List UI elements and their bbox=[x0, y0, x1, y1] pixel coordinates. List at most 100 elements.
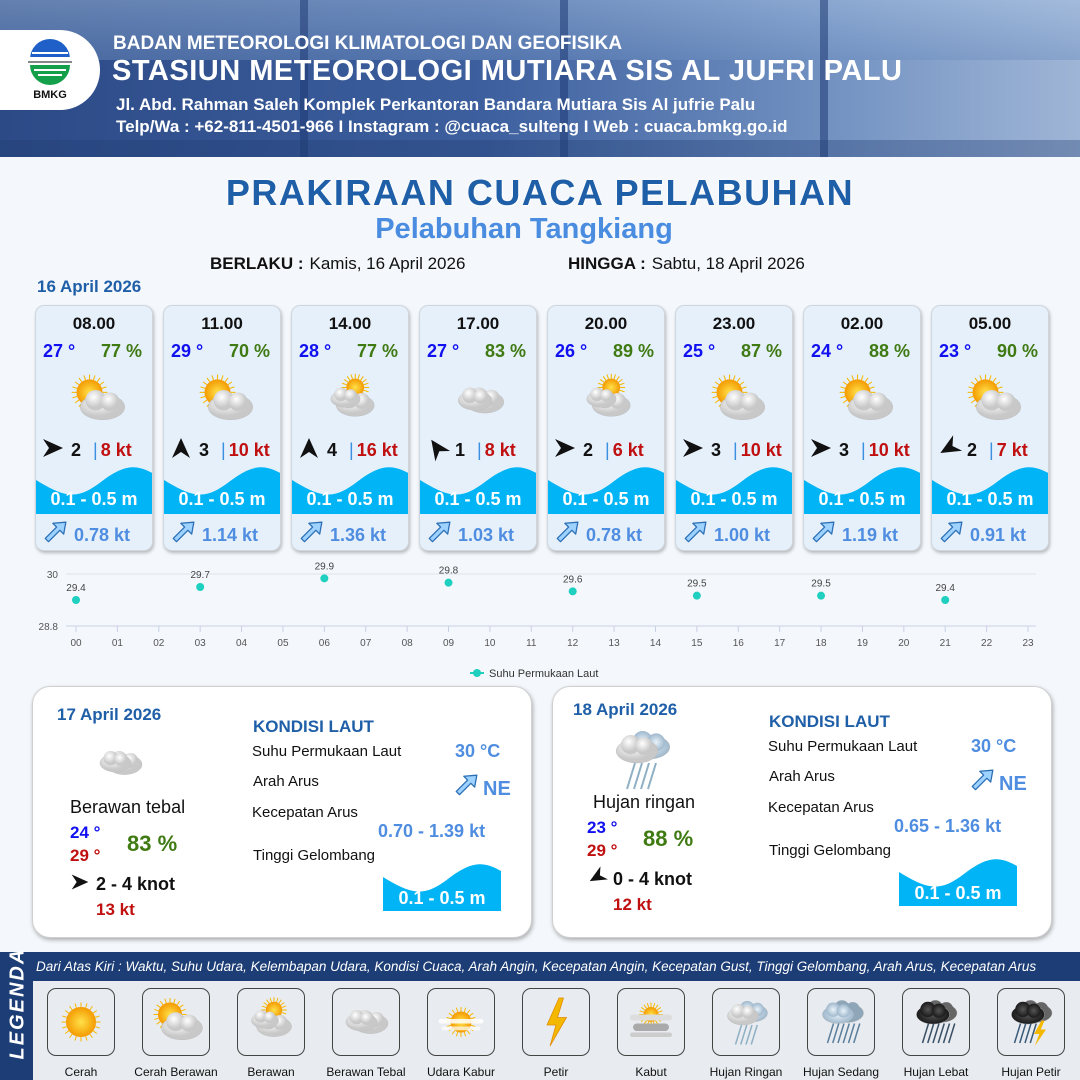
data-point bbox=[196, 583, 205, 591]
wind-speed-range: 0 - 4 knot bbox=[613, 869, 693, 889]
x-tick-label: 15 bbox=[691, 638, 703, 649]
air-temperature: 27 ° bbox=[427, 341, 460, 361]
wind-direction-icon bbox=[169, 436, 193, 465]
berawan-tebal-icon bbox=[444, 368, 516, 433]
petir-icon bbox=[522, 988, 590, 1056]
min-temperature: 24 ° bbox=[70, 823, 101, 842]
sea-condition-title: KONDISI LAUT bbox=[769, 712, 890, 731]
wave-icon bbox=[292, 464, 408, 514]
panel-date: 18 April 2026 bbox=[573, 700, 678, 719]
data-point bbox=[941, 596, 950, 604]
weather-condition: Berawan tebal bbox=[70, 797, 186, 817]
kabut-icon bbox=[617, 988, 685, 1056]
forecast-time: 20.00 bbox=[584, 314, 628, 333]
current-speed: 0.78 kt bbox=[74, 525, 131, 545]
forecast-time: 08.00 bbox=[72, 314, 116, 333]
sst-value: 30 °C bbox=[971, 736, 1017, 756]
sea-surface-temp-chart: 00 01 02 03 04 05 06 07 08 09 10 11 12 13 14 15 16 17 18 19… bbox=[39, 561, 1036, 680]
current-direction-icon bbox=[938, 520, 970, 550]
bmkg-logo: BMKG bbox=[0, 30, 100, 110]
station-name: STASIUN METEOROLOGI MUTIARA SIS AL JUFRI… bbox=[112, 55, 903, 87]
wind-info: 2 - 4 knot bbox=[70, 872, 175, 897]
wind-direction-icon bbox=[70, 872, 90, 897]
humidity: 88 % bbox=[643, 826, 694, 851]
current-direction-icon bbox=[426, 520, 458, 550]
air-temperature: 25 ° bbox=[683, 341, 716, 361]
current-speed-label: Kecepatan Arus bbox=[768, 799, 874, 816]
valid-to-label: HINGGA : bbox=[568, 254, 646, 273]
x-tick-label: 21 bbox=[940, 638, 952, 649]
humidity: 89 % bbox=[612, 341, 654, 361]
max-temperature: 29 ° bbox=[70, 846, 101, 865]
x-tick-label: 10 bbox=[484, 638, 496, 649]
forecast-card: 17.00 27 ° 83 % 1 | 8 kt 0.1 - 0.5 m 1.03 … bbox=[419, 305, 537, 551]
wind-info: 3 | 10 kt bbox=[809, 438, 910, 462]
berawan-icon bbox=[237, 988, 305, 1056]
wind-direction-icon bbox=[937, 434, 963, 465]
legend-item-label: Hujan Petir bbox=[1001, 1065, 1061, 1079]
current-speed: 1.14 kt bbox=[202, 525, 259, 545]
wind-speed: 3 bbox=[199, 439, 210, 460]
gust-speed: 12 kt bbox=[613, 895, 652, 914]
divider: | bbox=[861, 439, 866, 460]
legend-item-label: Kabut bbox=[635, 1065, 667, 1079]
current-speed-range: 0.70 - 1.39 kt bbox=[378, 821, 486, 841]
wind-info: 1 | 8 kt bbox=[425, 438, 516, 462]
legend: LEGENDA Dari Atas Kiri : Waktu, Suhu Uda… bbox=[0, 948, 1080, 1080]
humidity: 87 % bbox=[740, 341, 782, 361]
cerah-berawan-icon bbox=[60, 368, 132, 433]
current-speed: 0.78 kt bbox=[586, 525, 643, 545]
air-temperature: 24 ° bbox=[811, 341, 844, 361]
wave-icon bbox=[932, 464, 1048, 514]
berawan-icon bbox=[316, 368, 388, 433]
x-tick-label: 09 bbox=[443, 638, 455, 649]
data-label: 29.8 bbox=[439, 566, 459, 577]
humidity: 90 % bbox=[996, 341, 1038, 361]
wave-height: 0.1 - 0.5 m bbox=[818, 489, 906, 509]
x-tick-label: 18 bbox=[815, 638, 827, 649]
forecast-time: 02.00 bbox=[840, 314, 884, 333]
data-point bbox=[444, 578, 453, 587]
legend-item-label: Berawan bbox=[247, 1065, 295, 1079]
legend-item-label: Hujan Ringan bbox=[709, 1065, 783, 1079]
agency-name: BADAN METEOROLOGI KLIMATOLOGI DAN GEOFIS… bbox=[113, 33, 623, 54]
wave-height: 0.1 - 0.5 m bbox=[434, 489, 522, 509]
x-tick-label: 05 bbox=[277, 638, 289, 649]
wind-direction-icon bbox=[553, 436, 577, 465]
legend-item: Berawan Tebal bbox=[318, 988, 414, 1079]
divider: | bbox=[349, 439, 354, 460]
x-tick-label: 16 bbox=[733, 638, 745, 649]
gust-speed: 10 kt bbox=[740, 439, 782, 460]
legend-item: Hujan Sedang bbox=[793, 988, 889, 1079]
wind-speed: 2 bbox=[967, 439, 978, 460]
wave-height: 0.1 - 0.5 m bbox=[398, 888, 486, 908]
x-tick-label: 13 bbox=[609, 638, 621, 649]
gust-speed: 8 kt bbox=[484, 439, 516, 460]
wave-icon bbox=[420, 464, 536, 514]
daily-forecast-panel: 17 April 2026 Berawan tebal 24 ° 29 ° 83… bbox=[32, 686, 532, 938]
divider: | bbox=[733, 439, 738, 460]
cerah-berawan-icon bbox=[956, 368, 1028, 433]
wind-direction-icon bbox=[41, 436, 65, 465]
cerah-berawan-icon bbox=[700, 368, 772, 433]
wave-height: 0.1 - 0.5 m bbox=[562, 489, 650, 509]
wave-height: 0.1 - 0.5 m bbox=[306, 489, 394, 509]
air-temperature: 26 ° bbox=[555, 341, 588, 361]
logo-text: BMKG bbox=[33, 89, 67, 101]
legend-item-label: Udara Kabur bbox=[426, 1065, 496, 1079]
data-point bbox=[320, 574, 329, 583]
forecast-time: 17.00 bbox=[456, 314, 500, 333]
hujan-ringan-icon bbox=[601, 719, 681, 804]
humidity: 83 % bbox=[484, 341, 526, 361]
wave-height-label: Tinggi Gelombang bbox=[253, 847, 376, 864]
x-tick-label: 12 bbox=[567, 638, 579, 649]
current-direction: NE bbox=[453, 773, 511, 805]
wind-speed: 3 bbox=[711, 439, 722, 460]
x-tick-label: 17 bbox=[774, 638, 786, 649]
humidity: 88 % bbox=[868, 341, 910, 361]
current-direction-icon bbox=[453, 773, 479, 805]
wave-height: 0.1 - 0.5 m bbox=[178, 489, 266, 509]
sst-value: 30 °C bbox=[455, 741, 501, 761]
data-point bbox=[817, 591, 826, 600]
valid-from-label: BERLAKU : bbox=[210, 254, 304, 273]
